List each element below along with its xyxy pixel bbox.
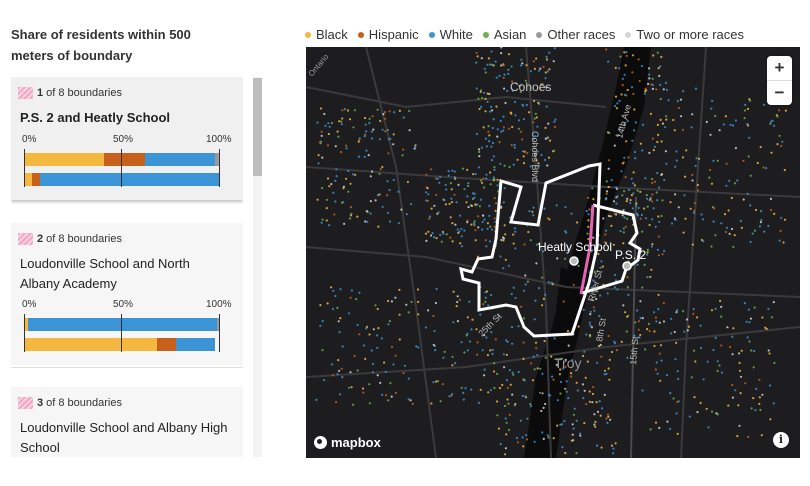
mapbox-icon xyxy=(314,436,327,449)
card-title: Loudonville School and North Albany Acad… xyxy=(20,256,190,291)
legend-item-other: Other races xyxy=(536,27,615,42)
place-label-ps2: P.S. 2 xyxy=(615,248,646,262)
place-label-heatly-school: Heatly School xyxy=(538,240,612,254)
composition-chart xyxy=(24,314,220,354)
card-header: 1 of 8 boundaries xyxy=(18,87,122,99)
bar-area xyxy=(24,318,219,331)
place-label-troy: Troy xyxy=(554,355,581,371)
bar-segment-black xyxy=(24,338,157,351)
bar-segment-white xyxy=(27,318,218,331)
legend-dot-icon xyxy=(625,31,632,38)
legend-item-asian: Asian xyxy=(482,27,526,42)
tick-0 xyxy=(24,149,25,187)
legend-dot-icon xyxy=(305,31,311,38)
mapbox-logo[interactable]: mapbox xyxy=(314,435,381,450)
boundary-list[interactable]: 1 of 8 boundaries P.S. 2 and Heatly Schoo… xyxy=(11,77,243,457)
info-button[interactable]: i xyxy=(773,432,789,448)
tick-0 xyxy=(24,314,25,352)
map[interactable]: Cohoes Cohoes Blvd Heatly School P.S. 2 … xyxy=(306,47,800,458)
axis-label-0: 0% xyxy=(22,299,37,310)
boundary-card-2[interactable]: 2 of 8 boundaries Loudonville School and … xyxy=(11,223,243,365)
bar-segment-hispanic xyxy=(31,173,40,186)
road-label-cohoes-blvd: Cohoes Blvd xyxy=(530,131,540,182)
roads xyxy=(306,47,800,458)
legend-dot-icon xyxy=(357,31,364,38)
legend-dot-icon xyxy=(428,31,435,38)
scrollbar-thumb[interactable] xyxy=(253,78,262,176)
chart-title: Share of residents within 500 meters of … xyxy=(11,27,191,63)
legend-item-black: Black xyxy=(305,27,348,42)
legend: Black Hispanic White Asian Other races T… xyxy=(305,27,754,42)
tick-100 xyxy=(219,314,220,352)
card-title: Loudonville School and Albany High Schoo… xyxy=(20,420,228,455)
axis-label-50: 50% xyxy=(113,134,134,145)
tick-50 xyxy=(121,149,122,187)
map-canvas[interactable]: Cohoes Cohoes Blvd Heatly School P.S. 2 … xyxy=(306,47,800,458)
heatly-boundary[interactable] xyxy=(459,162,602,338)
axis-label-50: 50% xyxy=(113,299,134,310)
tick-50 xyxy=(121,314,122,352)
bar-segment-other xyxy=(217,318,219,331)
legend-item-two-or-more: Two or more races xyxy=(625,27,744,42)
road-label-ontario: Ontario xyxy=(307,52,331,78)
shared-boundary-segment[interactable] xyxy=(579,204,595,295)
zoom-control[interactable]: + − xyxy=(767,56,792,105)
bar-segment-black xyxy=(24,318,28,331)
zoom-out-button[interactable]: − xyxy=(767,80,792,105)
bar-segment-hispanic xyxy=(156,338,177,351)
heatly-school-marker[interactable] xyxy=(569,256,579,266)
road-label-15th-st: 15th St xyxy=(628,335,640,365)
bar-segment-hispanic xyxy=(103,153,145,166)
tick-100 xyxy=(219,149,220,187)
zoom-in-button[interactable]: + xyxy=(774,58,785,77)
scrollbar-track[interactable] xyxy=(253,77,262,457)
legend-item-hispanic: Hispanic xyxy=(357,27,419,42)
card-title: P.S. 2 and Heatly School xyxy=(20,110,171,125)
composition-chart xyxy=(24,149,220,189)
bar-segment-black xyxy=(24,173,32,186)
legend-item-white: White xyxy=(428,27,473,42)
boundary-card-3[interactable]: 3 of 8 boundaries Loudonville School and … xyxy=(11,387,243,457)
axis-label-100: 100% xyxy=(206,299,232,310)
ps2-boundary[interactable] xyxy=(581,203,642,295)
bar-segment-black xyxy=(24,153,104,166)
bar-school xyxy=(24,173,219,186)
bar-segment-white xyxy=(176,338,216,351)
ps2-marker[interactable] xyxy=(622,261,632,271)
card-header: 3 of 8 boundaries xyxy=(18,397,122,409)
legend-dot-icon xyxy=(482,31,489,38)
legend-dot-icon xyxy=(536,31,543,38)
card-header: 2 of 8 boundaries xyxy=(18,233,122,245)
boundary-card-1[interactable]: 1 of 8 boundaries P.S. 2 and Heatly Schoo… xyxy=(11,77,243,200)
boundaries[interactable] xyxy=(459,162,642,338)
bar-school xyxy=(24,338,216,351)
bar-segment-white xyxy=(144,153,216,166)
axis-label-0: 0% xyxy=(22,134,37,145)
boundary-swatch-icon xyxy=(18,87,33,99)
card-divider xyxy=(11,367,243,368)
axis-label-100: 100% xyxy=(206,134,232,145)
boundary-swatch-icon xyxy=(18,397,33,409)
place-label-cohoes: Cohoes xyxy=(510,80,551,94)
boundary-swatch-icon xyxy=(18,233,33,245)
bar-area xyxy=(24,153,219,166)
population-dots xyxy=(315,47,787,456)
bar-segment-white xyxy=(39,173,219,186)
school-markers[interactable] xyxy=(569,256,632,271)
road-label-8th-st: 8th St xyxy=(594,317,608,342)
bar-segment-other xyxy=(215,153,219,166)
